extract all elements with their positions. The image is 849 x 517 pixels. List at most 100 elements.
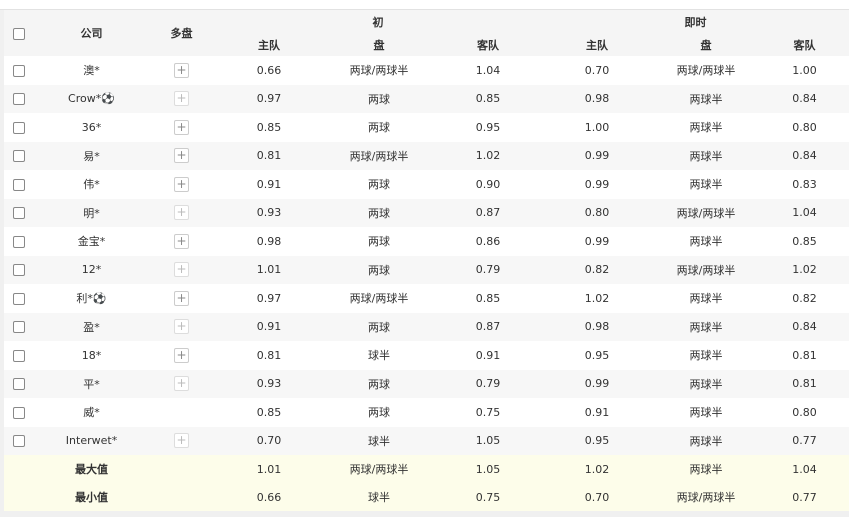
odds-l-line: 两球半 — [652, 284, 761, 313]
odds-l-line: 两球半 — [652, 426, 761, 455]
odds-l-home: 0.95 — [542, 426, 653, 455]
odds-l-away: 0.84 — [760, 84, 849, 113]
summary-label: 最大值 — [34, 455, 149, 483]
expand-plus-button[interactable]: + — [174, 205, 189, 221]
row-checkbox[interactable] — [13, 292, 25, 305]
row-checkbox[interactable] — [13, 64, 25, 77]
table-row: Interwet* +0.70 球半 1.05 0.95 两球半 0.77 — [4, 426, 849, 455]
expand-plus-button[interactable]: + — [174, 347, 189, 363]
summary-i-away: 0.75 — [434, 483, 543, 511]
header-live-home: 主队 — [542, 33, 653, 56]
odds-l-home: 0.95 — [542, 341, 653, 370]
expand-plus-button[interactable]: + — [174, 290, 189, 306]
odds-i-home: 0.91 — [214, 312, 324, 341]
odds-l-away: 0.84 — [760, 141, 849, 170]
top-bar — [0, 0, 849, 10]
odds-l-home: 0.80 — [542, 198, 653, 227]
summary-l-line: 两球/两球半 — [652, 483, 761, 511]
header-company: 公司 — [34, 10, 149, 56]
odds-i-line: 两球 — [324, 113, 434, 142]
odds-i-home: 0.66 — [214, 56, 324, 85]
odds-l-away: 1.00 — [760, 56, 849, 85]
odds-i-home: 0.81 — [214, 341, 324, 370]
row-checkbox[interactable] — [13, 321, 25, 334]
expand-plus-button[interactable]: + — [174, 376, 189, 392]
row-checkbox[interactable] — [13, 435, 25, 448]
odds-i-line: 两球 — [324, 398, 434, 427]
odds-i-home: 0.91 — [214, 170, 324, 199]
odds-l-home: 0.99 — [542, 141, 653, 170]
row-checkbox[interactable] — [13, 207, 25, 220]
odds-i-line: 球半 — [324, 341, 434, 370]
summary-i-home: 0.66 — [214, 483, 324, 511]
expand-plus-button[interactable]: + — [174, 119, 189, 135]
odds-i-line: 两球 — [324, 198, 434, 227]
summary-i-home: 1.01 — [214, 455, 324, 483]
odds-l-home: 0.99 — [542, 369, 653, 398]
expand-plus-button[interactable]: + — [174, 233, 189, 249]
row-checkbox[interactable] — [13, 178, 25, 191]
odds-i-home: 0.93 — [214, 198, 324, 227]
summary-blank — [149, 483, 214, 511]
row-checkbox-cell — [4, 227, 34, 256]
expand-plus-button[interactable]: + — [174, 319, 189, 335]
multi-cell: + — [149, 369, 214, 398]
table-row: 伟* +0.91 两球 0.90 0.99 两球半 0.83 — [4, 170, 849, 199]
company-name: 盈* — [34, 312, 149, 341]
odds-l-line: 两球半 — [652, 170, 761, 199]
odds-l-line: 两球/两球半 — [652, 198, 761, 227]
summary-l-away: 0.77 — [760, 483, 849, 511]
company-name: 平* — [34, 369, 149, 398]
summary-row: 最小值 0.66 球半 0.75 0.70 两球/两球半 0.77 — [4, 483, 849, 511]
row-checkbox[interactable] — [13, 150, 25, 163]
multi-cell: + — [149, 341, 214, 370]
table-row: 36* +0.85 两球 0.95 1.00 两球半 0.80 — [4, 113, 849, 142]
odds-l-line: 两球/两球半 — [652, 255, 761, 284]
multi-cell — [149, 398, 214, 427]
odds-i-away: 1.02 — [434, 141, 543, 170]
summary-l-line: 两球半 — [652, 455, 761, 483]
row-checkbox[interactable] — [13, 406, 25, 419]
expand-plus-button[interactable]: + — [174, 62, 189, 78]
table-row: 威* 0.85 两球 0.75 0.91 两球半 0.80 — [4, 398, 849, 427]
expand-plus-button[interactable]: + — [174, 433, 189, 449]
row-checkbox[interactable] — [13, 378, 25, 391]
row-checkbox-cell — [4, 426, 34, 455]
odds-l-line: 两球半 — [652, 227, 761, 256]
odds-i-away: 0.75 — [434, 398, 543, 427]
row-checkbox[interactable] — [13, 264, 25, 277]
row-checkbox[interactable] — [13, 121, 25, 134]
summary-i-line: 球半 — [324, 483, 434, 511]
expand-plus-button[interactable]: + — [174, 176, 189, 192]
odds-l-home: 0.91 — [542, 398, 653, 427]
row-checkbox-cell — [4, 198, 34, 227]
multi-cell: + — [149, 170, 214, 199]
header-live-line: 盘 — [652, 33, 761, 56]
odds-i-home: 0.81 — [214, 141, 324, 170]
expand-plus-button[interactable]: + — [174, 91, 189, 107]
expand-plus-button[interactable]: + — [174, 262, 189, 278]
summary-blank — [4, 483, 34, 511]
odds-l-away: 1.02 — [760, 255, 849, 284]
table-row: Crow*⚽ +0.97 两球 0.85 0.98 两球半 0.84 — [4, 84, 849, 113]
company-name: 金宝* — [34, 227, 149, 256]
table-row: 盈* +0.91 两球 0.87 0.98 两球半 0.84 — [4, 312, 849, 341]
odds-i-home: 0.85 — [214, 113, 324, 142]
table-row: 明* +0.93 两球 0.87 0.80 两球/两球半 1.04 — [4, 198, 849, 227]
header-initial-away: 客队 — [434, 33, 543, 56]
odds-l-home: 0.70 — [542, 56, 653, 85]
row-checkbox[interactable] — [13, 349, 25, 362]
table-row: 易* +0.81 两球/两球半 1.02 0.99 两球半 0.84 — [4, 141, 849, 170]
expand-plus-button[interactable]: + — [174, 148, 189, 164]
summary-i-line: 两球/两球半 — [324, 455, 434, 483]
summary-l-home: 1.02 — [542, 455, 653, 483]
select-all-checkbox[interactable] — [13, 27, 25, 40]
odds-l-line: 两球/两球半 — [652, 56, 761, 85]
row-checkbox[interactable] — [13, 235, 25, 248]
odds-l-away: 0.81 — [760, 341, 849, 370]
summary-l-home: 0.70 — [542, 483, 653, 511]
company-name: 伟* — [34, 170, 149, 199]
row-checkbox[interactable] — [13, 93, 25, 106]
row-checkbox-cell — [4, 56, 34, 85]
odds-l-home: 1.00 — [542, 113, 653, 142]
